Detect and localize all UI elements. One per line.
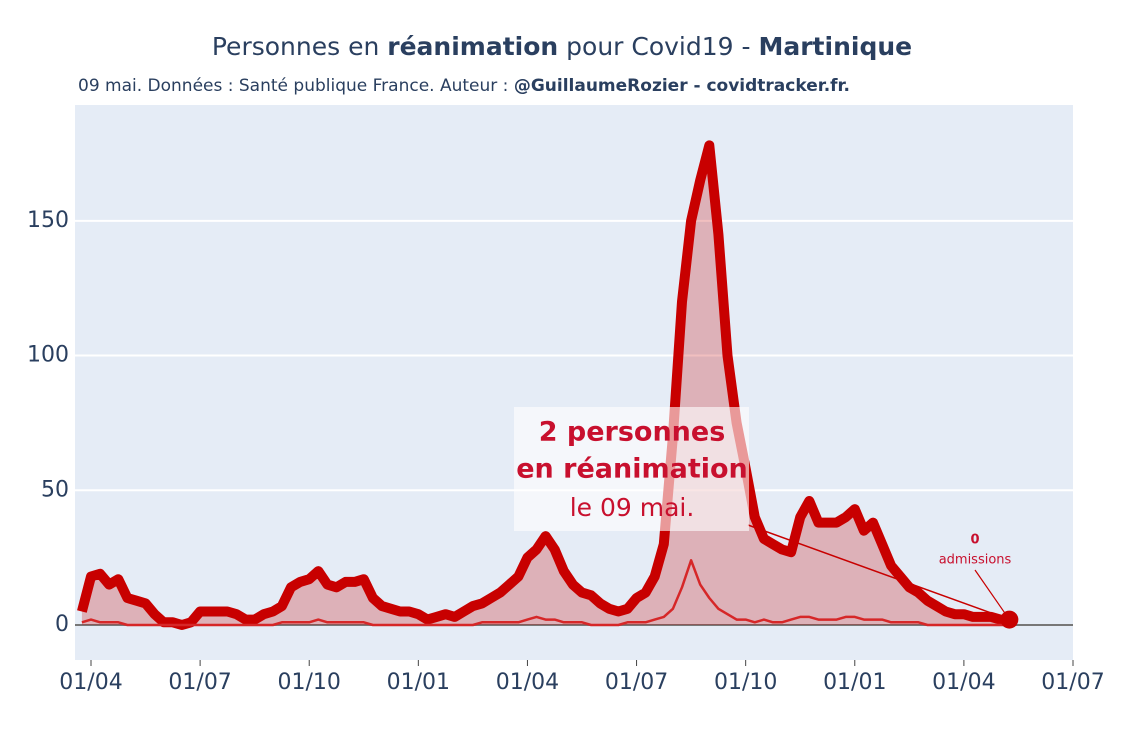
chart-title: Personnes en réanimation pour Covid19 - … [212, 32, 912, 61]
x-tick-label: 01/01 [387, 670, 450, 695]
x-tick-label: 01/04 [496, 670, 559, 695]
title-part: Personnes en [212, 32, 387, 61]
subtitle-part: @GuillaumeRozier - covidtracker.fr. [514, 76, 850, 96]
subtitle: 09 mai. Données : Santé publique France.… [78, 76, 850, 96]
x-tick-label: 01/04 [932, 670, 995, 695]
x-tick-label: 01/04 [59, 670, 122, 695]
annotation-date: le 09 mai. [570, 493, 695, 522]
subtitle-part: 09 mai. Données : Santé publique France.… [78, 76, 514, 96]
admissions-value: 0 [970, 533, 979, 548]
title-part: pour Covid19 - [558, 32, 758, 61]
x-tick-label: 01/10 [714, 670, 777, 695]
title-part: Martinique [758, 32, 912, 61]
plot-area [75, 105, 1073, 660]
annotation-headline: en réanimation [516, 454, 748, 485]
title-part: réanimation [387, 32, 558, 61]
y-tick-label: 100 [27, 343, 69, 368]
x-tick-label: 01/07 [168, 670, 231, 695]
x-tick-label: 01/07 [1041, 670, 1104, 695]
y-tick-label: 0 [55, 612, 69, 637]
annotation-headline: 2 personnes [539, 417, 726, 448]
y-tick-label: 150 [27, 208, 69, 233]
line [81, 559, 1010, 627]
annotation-arrow [974, 569, 1010, 620]
annotation-box [514, 407, 749, 531]
line [77, 140, 1010, 630]
x-tick-label: 01/07 [605, 670, 668, 695]
annotation-arrow [747, 524, 1010, 621]
x-tick-label: 01/10 [278, 670, 341, 695]
admissions-label: admissions [939, 553, 1012, 568]
x-tick-label: 01/01 [823, 670, 886, 695]
y-tick-label: 50 [41, 477, 69, 502]
